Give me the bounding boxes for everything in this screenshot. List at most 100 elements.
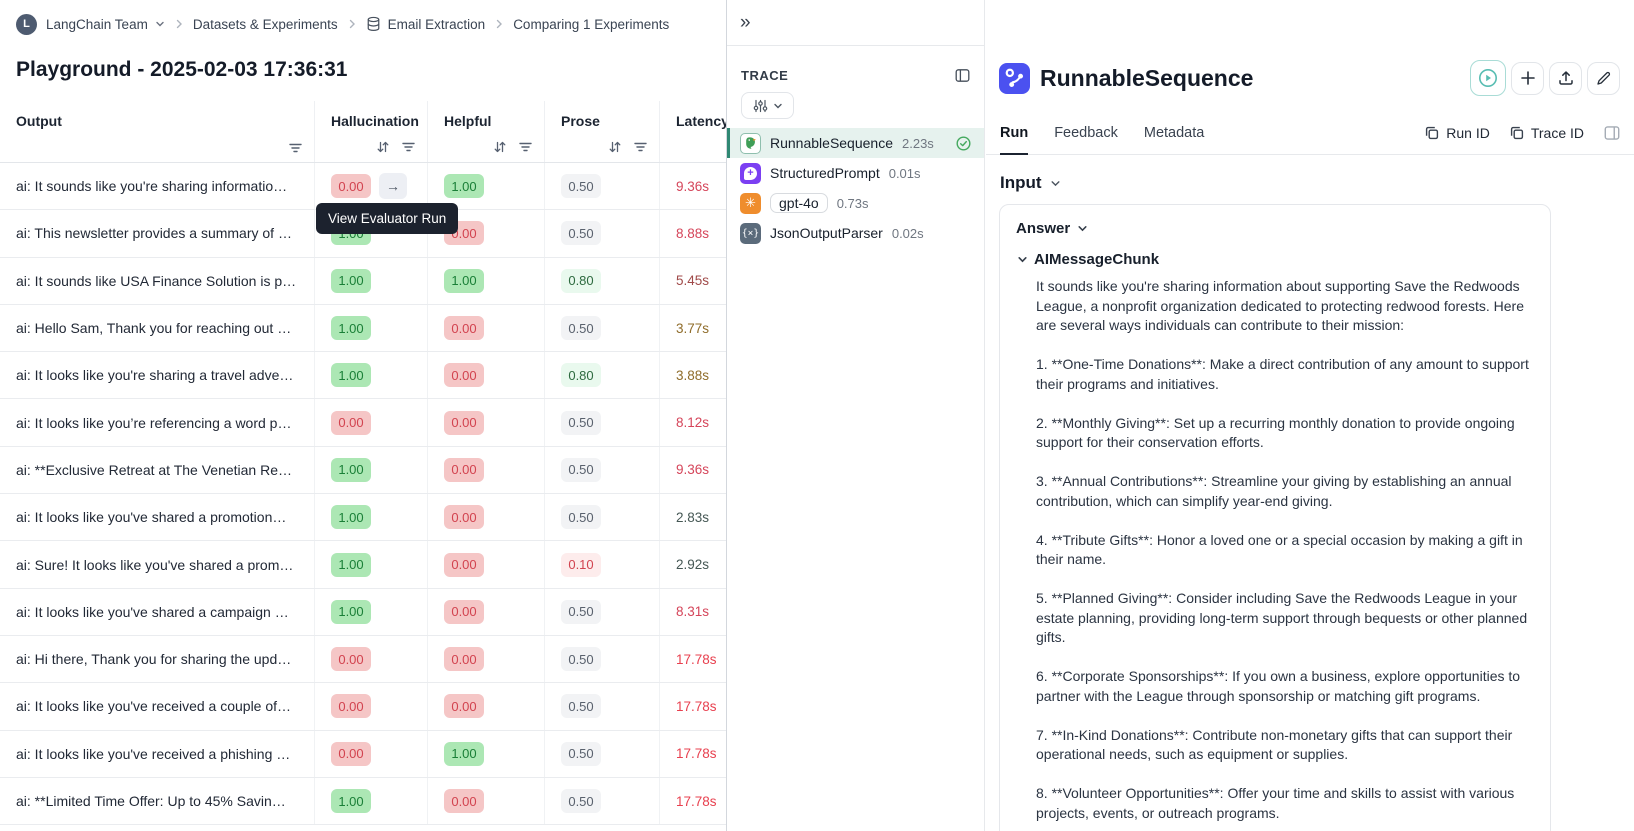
- score-badge[interactable]: 0.00: [331, 741, 371, 766]
- trace-filter-button[interactable]: [741, 92, 794, 119]
- output-cell: ai: Hi there, Thank you for sharing the …: [0, 635, 315, 683]
- sort-icon[interactable]: [493, 141, 507, 153]
- score-badge[interactable]: 0.80: [561, 268, 601, 293]
- score-badge[interactable]: 0.50: [561, 741, 601, 766]
- hallucination-cell: 1.00: [315, 494, 428, 541]
- score-badge[interactable]: 0.50: [561, 410, 601, 435]
- score-badge[interactable]: 1.00: [331, 599, 371, 624]
- output-text: ai: It sounds like USA Finance Solution …: [16, 272, 297, 289]
- ai-message-chunk-toggle[interactable]: AIMessageChunk: [1017, 251, 1534, 268]
- score-badge[interactable]: 0.00: [444, 410, 484, 435]
- copy-trace-id-button[interactable]: Trace ID: [1510, 125, 1584, 141]
- trace-item-gpt-4o[interactable]: ✳ gpt-4o 0.73s: [727, 188, 984, 218]
- collapse-panel-icon[interactable]: »: [740, 12, 751, 33]
- score-badge[interactable]: 1.00: [331, 268, 371, 293]
- edit-pencil-button[interactable]: [1587, 61, 1620, 95]
- sort-icon[interactable]: [376, 141, 390, 153]
- filter-icon[interactable]: [289, 143, 302, 153]
- table-row[interactable]: ai: It looks like you've shared a promot…: [0, 494, 726, 542]
- score-badge[interactable]: 0.00: [444, 647, 484, 672]
- table-row[interactable]: ai: It looks like you've received a phis…: [0, 730, 726, 778]
- view-evaluator-run-button[interactable]: →: [379, 173, 407, 200]
- message-paragraph: 6. **Corporate Sponsorships**: If you ow…: [1036, 668, 1521, 704]
- score-badge[interactable]: 0.00: [444, 694, 484, 719]
- column-header-helpful: Helpful: [428, 101, 545, 162]
- score-badge[interactable]: 0.00: [331, 694, 371, 719]
- score-badge[interactable]: 1.00: [331, 505, 371, 530]
- output-cell: ai: It sounds like you're sharing inform…: [0, 163, 315, 210]
- trace-item-jsonoutputparser[interactable]: {×} JsonOutputParser 0.02s: [727, 218, 984, 248]
- copy-run-id-button[interactable]: Run ID: [1425, 125, 1490, 141]
- filter-icon[interactable]: [634, 142, 647, 152]
- table-row[interactable]: ai: It sounds like USA Finance Solution …: [0, 257, 726, 305]
- score-badge[interactable]: 0.80: [561, 363, 601, 388]
- filter-icon[interactable]: [402, 142, 415, 152]
- table-row[interactable]: ai: It looks like you're sharing a trave…: [0, 352, 726, 400]
- score-badge[interactable]: 0.00: [444, 457, 484, 482]
- score-badge[interactable]: 0.00: [444, 316, 484, 341]
- column-header-prose: Prose: [545, 101, 660, 162]
- sort-icon[interactable]: [608, 141, 622, 153]
- latency-value: 2.92s: [676, 557, 710, 573]
- tab-metadata[interactable]: Metadata: [1143, 124, 1205, 141]
- score-badge[interactable]: 0.50: [561, 505, 601, 530]
- table-row[interactable]: ai: **Limited Time Offer: Up to 45% Savi…: [0, 777, 726, 826]
- score-badge[interactable]: 0.00: [331, 410, 371, 435]
- score-badge[interactable]: 1.00: [444, 741, 484, 766]
- score-badge[interactable]: 1.00: [444, 174, 484, 199]
- score-badge[interactable]: 0.00: [444, 552, 484, 577]
- add-button[interactable]: [1511, 61, 1544, 95]
- table-row[interactable]: ai: It sounds like you're sharing inform…: [0, 163, 726, 211]
- score-badge[interactable]: 1.00: [331, 552, 371, 577]
- table-row[interactable]: ai: It looks like you've received a coup…: [0, 683, 726, 731]
- trace-item-runnablesequence[interactable]: RunnableSequence 2.23s: [727, 128, 984, 158]
- input-section-header[interactable]: Input: [986, 155, 1634, 204]
- score-badge[interactable]: 0.50: [561, 694, 601, 719]
- tab-run[interactable]: Run: [1000, 111, 1029, 155]
- score-badge[interactable]: 0.50: [561, 789, 601, 813]
- columns-icon[interactable]: [955, 68, 970, 83]
- trace-item-structuredprompt[interactable]: + StructuredPrompt 0.01s: [727, 158, 984, 188]
- play-run-button[interactable]: [1470, 60, 1506, 96]
- score-badge[interactable]: 0.00: [444, 363, 484, 388]
- trace-item-name: JsonOutputParser: [770, 225, 883, 241]
- table-row[interactable]: ai: It looks like you've shared a campai…: [0, 588, 726, 636]
- score-badge[interactable]: 0.50: [561, 457, 601, 482]
- table-row[interactable]: ai: **Exclusive Retreat at The Venetian …: [0, 446, 726, 495]
- output-cell: ai: It looks like you've received a phis…: [0, 730, 315, 777]
- hallucination-cell: 0.00: [315, 683, 428, 730]
- score-badge[interactable]: 0.00: [444, 789, 484, 813]
- score-badge[interactable]: 1.00: [444, 268, 484, 293]
- score-badge[interactable]: 0.00: [444, 505, 484, 530]
- latency-cell: 17.78s: [660, 636, 726, 682]
- score-badge[interactable]: 0.00: [444, 599, 484, 624]
- breadcrumb-team[interactable]: LangChain Team: [46, 17, 165, 32]
- answer-toggle[interactable]: Answer: [1016, 220, 1534, 237]
- tab-feedback[interactable]: Feedback: [1054, 124, 1118, 141]
- trace-topbar: »: [727, 0, 984, 46]
- columns-icon[interactable]: [1604, 125, 1620, 141]
- share-upload-button[interactable]: [1549, 61, 1582, 95]
- score-badge[interactable]: 0.50: [561, 174, 601, 199]
- score-badge[interactable]: 0.50: [561, 221, 601, 246]
- breadcrumb-item-dataset[interactable]: Email Extraction: [366, 16, 485, 32]
- score-badge[interactable]: 0.00: [331, 647, 371, 672]
- score-badge[interactable]: 1.00: [331, 789, 371, 813]
- score-badge[interactable]: 0.00: [331, 174, 371, 199]
- avatar[interactable]: L: [16, 13, 37, 35]
- score-badge[interactable]: 1.00: [331, 457, 371, 482]
- score-badge[interactable]: 0.10: [561, 552, 601, 577]
- latency-cell: 17.78s: [660, 731, 726, 777]
- filter-icon[interactable]: [519, 142, 532, 152]
- score-badge[interactable]: 1.00: [331, 316, 371, 341]
- score-badge[interactable]: 0.50: [561, 316, 601, 341]
- score-badge[interactable]: 1.00: [331, 363, 371, 388]
- table-row[interactable]: ai: Sure! It looks like you've shared a …: [0, 541, 726, 589]
- table-row[interactable]: ai: It looks like you’re referencing a w…: [0, 399, 726, 447]
- table-row[interactable]: ai: Hi there, Thank you for sharing the …: [0, 635, 726, 684]
- breadcrumb-item-datasets-experiments[interactable]: Datasets & Experiments: [192, 16, 338, 32]
- latency-value: 3.77s: [676, 320, 710, 336]
- score-badge[interactable]: 0.50: [561, 599, 601, 624]
- table-row[interactable]: ai: Hello Sam, Thank you for reaching ou…: [0, 304, 726, 353]
- score-badge[interactable]: 0.50: [561, 647, 601, 672]
